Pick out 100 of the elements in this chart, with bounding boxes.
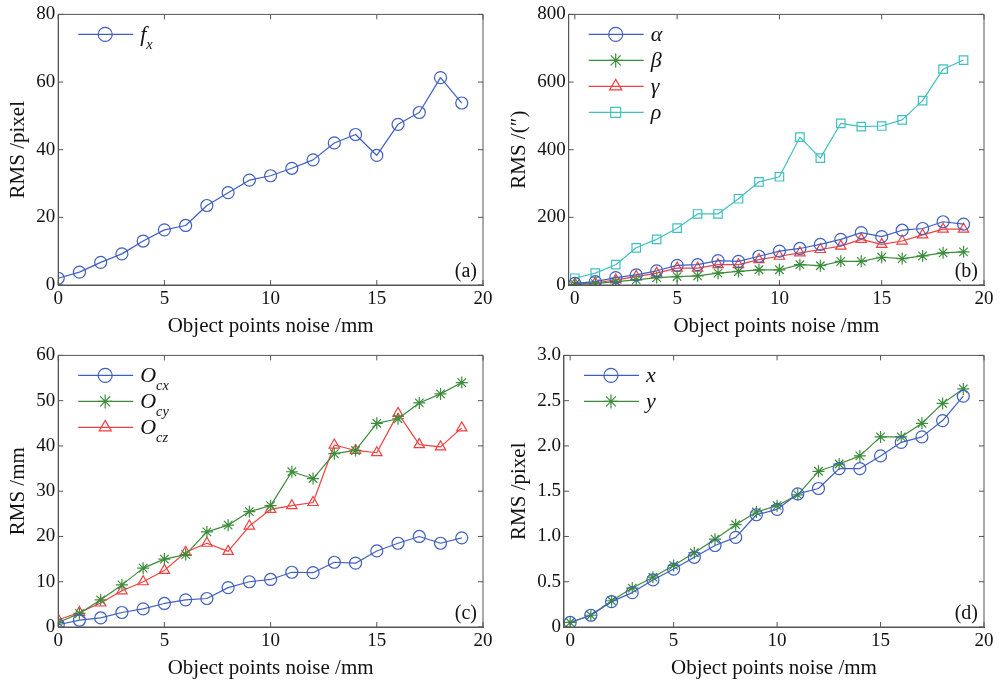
annotation: (a) [454,259,477,282]
point [327,136,341,150]
x-tick-label: 5 [672,287,682,309]
point [115,578,129,592]
point [179,547,193,562]
point [873,449,888,463]
point [328,438,341,449]
point [179,593,193,607]
point [733,193,744,204]
point [729,530,743,544]
point [813,237,827,252]
point [157,552,171,566]
x-tick-label: 15 [367,287,387,309]
point [731,264,746,279]
annotation: (d) [954,601,978,624]
y-axis-title: RMS /pixel [5,100,30,199]
point [433,387,448,401]
point [854,254,868,268]
point [610,259,621,270]
legend-label: γ [650,73,661,99]
point [835,239,847,250]
point [793,241,807,256]
point [94,611,108,625]
point [136,602,150,616]
x-tick-label: 10 [261,287,281,309]
point [412,396,426,410]
point [348,127,363,142]
x-tick-label: 20 [974,629,994,651]
point [687,550,701,564]
y-tick-label: 600 [537,70,566,92]
point [221,186,235,200]
x-tick-label: 20 [974,287,994,309]
y-tick-label: 400 [537,137,566,159]
point [136,561,150,575]
point [811,481,826,496]
point [157,223,171,237]
y-tick-label: 200 [537,205,566,227]
point [115,605,129,620]
point [834,254,848,268]
point [200,591,214,606]
point [957,222,970,233]
point [873,430,888,444]
annotation: (c) [454,601,477,624]
y-axis-title: RMS /(″) [506,110,531,189]
point [348,556,363,570]
x-tick-label: 15 [871,629,891,651]
point [285,465,299,479]
point [264,572,278,587]
point [894,435,908,449]
x-tick-label: 20 [473,287,493,309]
point [650,270,664,285]
point [392,406,404,417]
point [936,413,950,428]
y-tick-label: 0 [556,272,566,294]
point [286,499,298,510]
point [752,263,766,277]
y-tick-label: 50 [36,388,56,410]
point [306,471,320,486]
point [853,461,867,476]
x-axis-title: Object points noise /mm [673,312,880,337]
y-tick-label: 20 [36,524,56,546]
point [72,265,87,279]
legend-label: β [649,47,662,73]
point [832,457,846,471]
y-tick-label: 40 [36,433,56,455]
point [115,247,129,261]
point [391,536,405,550]
point [625,586,639,600]
point [327,555,341,569]
point [937,222,949,233]
legend-label: y [643,388,656,414]
point [667,558,681,573]
y-tick-label: 1.0 [537,524,561,546]
point [221,518,235,532]
y-axis-title: RMS /mm [5,447,30,536]
point [895,252,909,266]
point [690,269,705,283]
point [853,449,867,463]
point [854,225,868,240]
y-tick-label: 30 [36,479,56,501]
point [413,437,426,449]
point [242,504,256,519]
point [875,230,889,244]
point [876,121,887,131]
point [72,606,87,621]
point [711,266,725,280]
y-tick-label: 0 [45,272,56,294]
point [895,223,909,237]
point [936,215,950,229]
point [201,536,213,547]
point [200,198,214,213]
point [455,96,469,110]
y-tick-label: 60 [36,343,56,365]
point [285,565,299,579]
point [956,245,971,259]
point [708,532,722,546]
y-tick-label: 2.0 [537,433,561,455]
point [936,246,950,260]
y-tick-label: 1.5 [537,479,561,501]
point [811,464,826,478]
